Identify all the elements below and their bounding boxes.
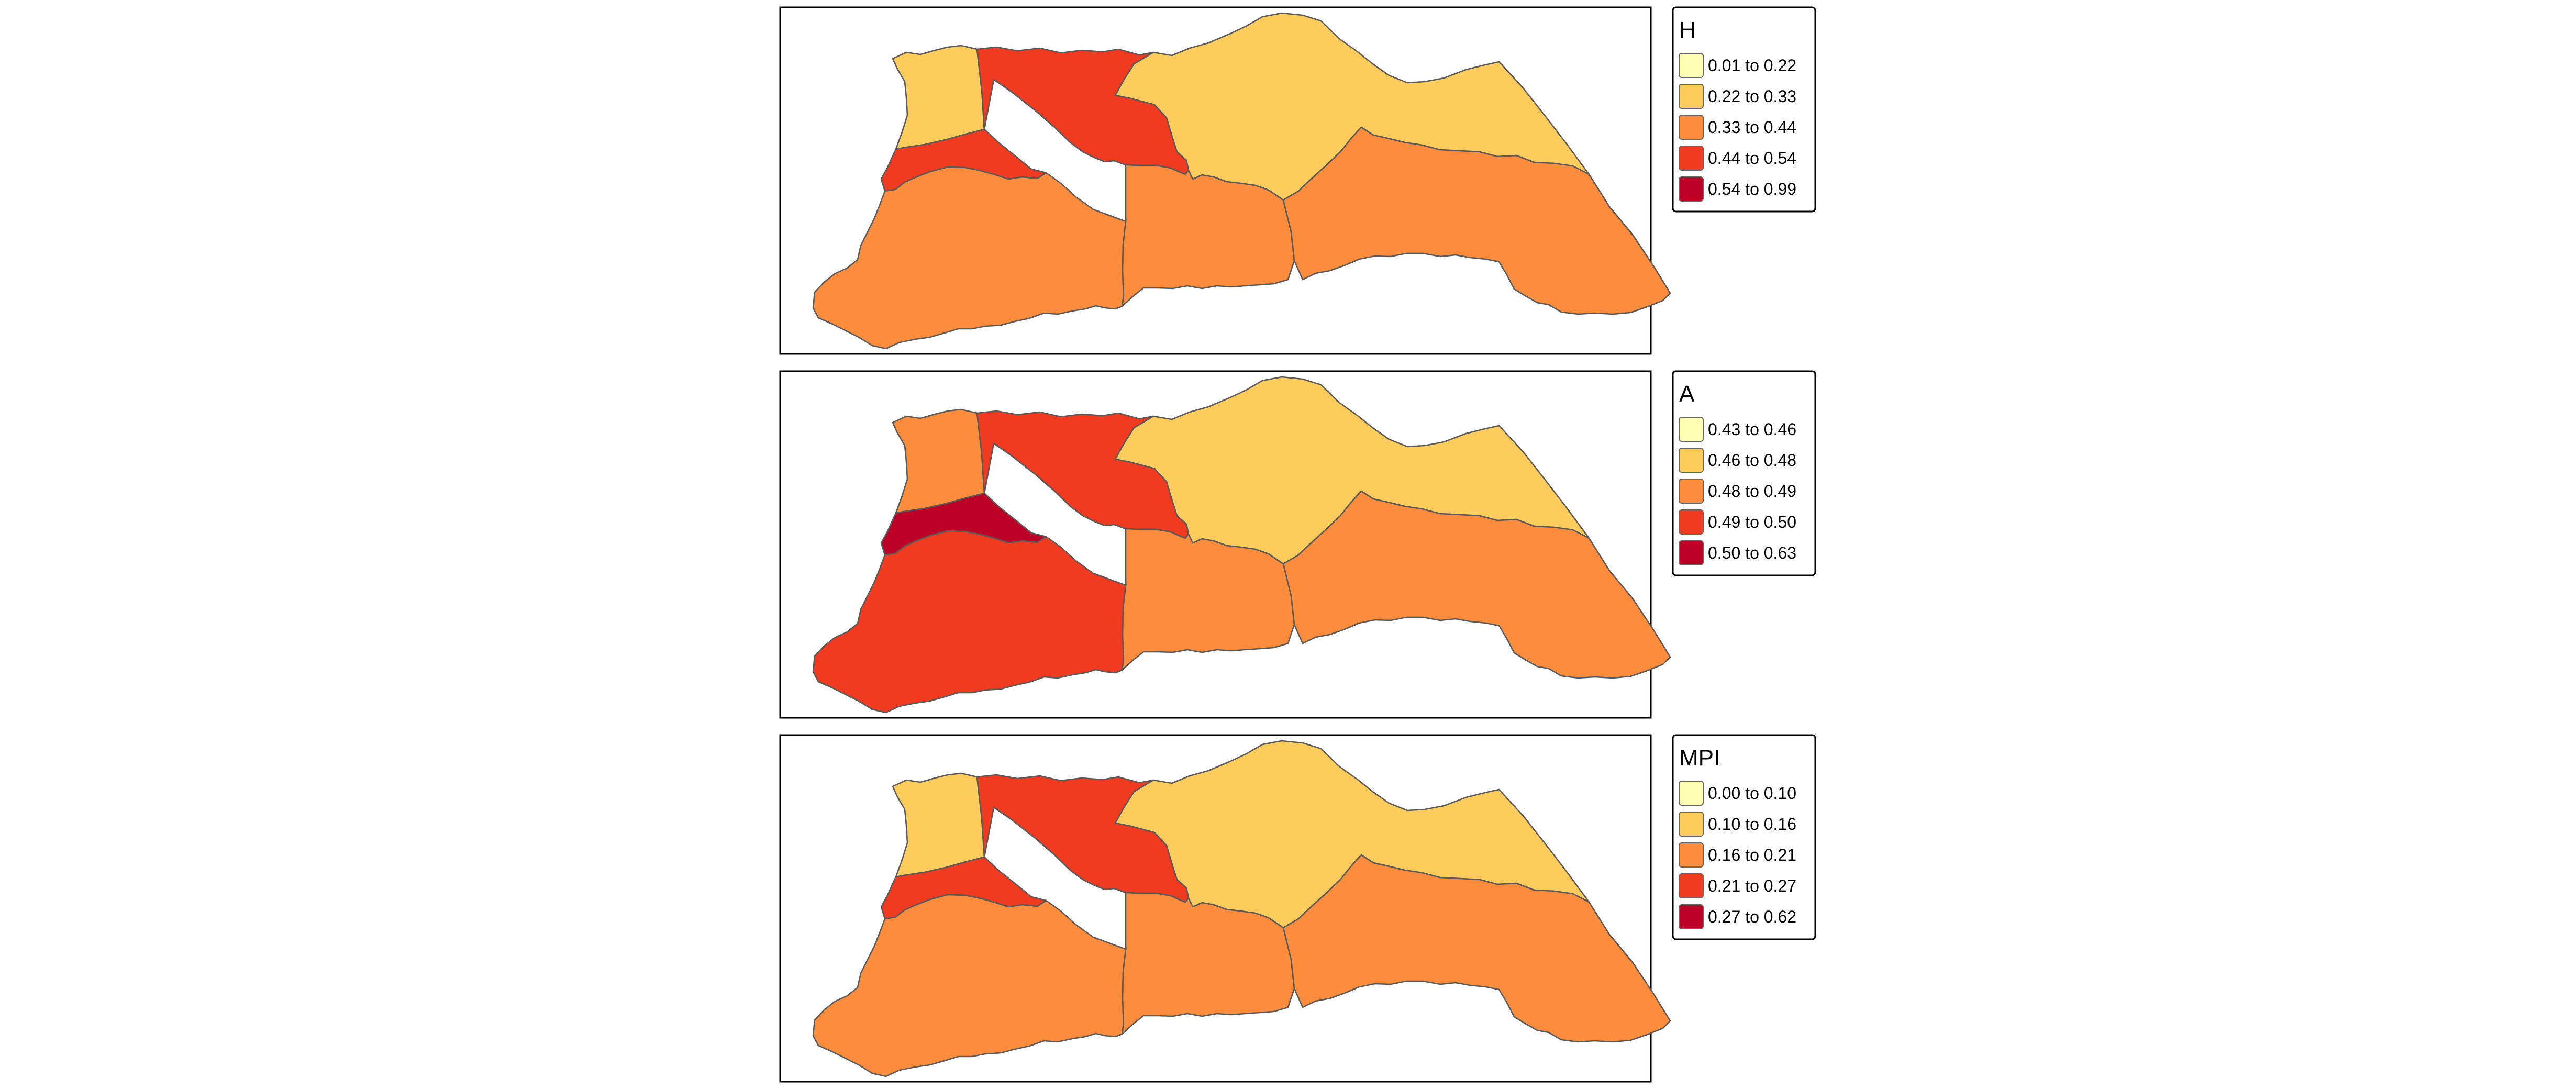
legend-item: 0.27 to 0.62: [1679, 904, 1796, 929]
legend-label: 0.00 to 0.10: [1708, 784, 1796, 803]
legend-frame: [1672, 6, 1816, 213]
legend-swatch: [1679, 812, 1704, 837]
legend-swatch: [1679, 873, 1704, 898]
legend-swatch: [1679, 53, 1704, 78]
legend-label: 0.48 to 0.49: [1708, 482, 1796, 501]
legend-label: 0.27 to 0.62: [1708, 907, 1796, 926]
legend-item: 0.22 to 0.33: [1679, 84, 1796, 109]
legend-item: 0.50 to 0.63: [1679, 540, 1796, 565]
legend-label: 0.54 to 0.99: [1708, 180, 1796, 198]
legend-swatch: [1679, 842, 1704, 868]
legend-item: 0.00 to 0.10: [1679, 781, 1796, 806]
legend-item: 0.01 to 0.22: [1679, 53, 1796, 78]
legend-item: 0.43 to 0.46: [1679, 417, 1796, 442]
legend-swatch: [1679, 115, 1704, 140]
legend-label: 0.22 to 0.33: [1708, 87, 1796, 106]
legend-swatch: [1679, 448, 1704, 473]
map-panel-h: H 0.01 to 0.22 0.22 to 0.33 0.33 to 0.44…: [779, 6, 1816, 355]
legend-label: 0.49 to 0.50: [1708, 513, 1796, 531]
legend-item: 0.49 to 0.50: [1679, 509, 1796, 535]
legend-label: 0.10 to 0.16: [1708, 815, 1796, 834]
legend-swatch: [1679, 146, 1704, 171]
legend-label: 0.16 to 0.21: [1708, 846, 1796, 864]
legend-item: 0.48 to 0.49: [1679, 479, 1796, 504]
legend-swatch: [1679, 540, 1704, 565]
legend-item: 0.46 to 0.48: [1679, 448, 1796, 473]
legend-item: 0.10 to 0.16: [1679, 812, 1796, 837]
legend: H 0.01 to 0.22 0.22 to 0.33 0.33 to 0.44…: [1672, 6, 1816, 213]
legend-title: H: [1679, 17, 1696, 43]
legend-frame: [1672, 370, 1816, 576]
legend: A 0.43 to 0.46 0.46 to 0.48 0.48 to 0.49…: [1672, 370, 1816, 576]
legend-label: 0.01 to 0.22: [1708, 56, 1796, 75]
legend-swatch: [1679, 479, 1704, 504]
legend: MPI 0.00 to 0.10 0.10 to 0.16 0.16 to 0.…: [1672, 734, 1816, 940]
legend-swatch: [1679, 509, 1704, 535]
legend-swatch: [1679, 781, 1704, 806]
legend-swatch: [1679, 904, 1704, 929]
legend-title: MPI: [1679, 745, 1720, 771]
map-panel-mpi: MPI 0.00 to 0.10 0.10 to 0.16 0.16 to 0.…: [779, 734, 1816, 1083]
legend-label: 0.46 to 0.48: [1708, 451, 1796, 470]
legend-label: 0.21 to 0.27: [1708, 876, 1796, 895]
legend-swatch: [1679, 417, 1704, 442]
map-panel-a: A 0.43 to 0.46 0.46 to 0.48 0.48 to 0.49…: [779, 370, 1816, 719]
legend-title: A: [1679, 381, 1695, 407]
legend-label: 0.43 to 0.46: [1708, 420, 1796, 439]
legend-item: 0.44 to 0.54: [1679, 146, 1796, 171]
legend-item: 0.21 to 0.27: [1679, 873, 1796, 898]
legend-swatch: [1679, 84, 1704, 109]
legend-item: 0.54 to 0.99: [1679, 176, 1796, 202]
legend-label: 0.44 to 0.54: [1708, 149, 1796, 168]
legend-frame: [1672, 734, 1816, 940]
legend-item: 0.33 to 0.44: [1679, 115, 1796, 140]
legend-swatch: [1679, 176, 1704, 202]
legend-item: 0.16 to 0.21: [1679, 842, 1796, 868]
legend-label: 0.50 to 0.63: [1708, 543, 1796, 562]
legend-label: 0.33 to 0.44: [1708, 118, 1796, 137]
